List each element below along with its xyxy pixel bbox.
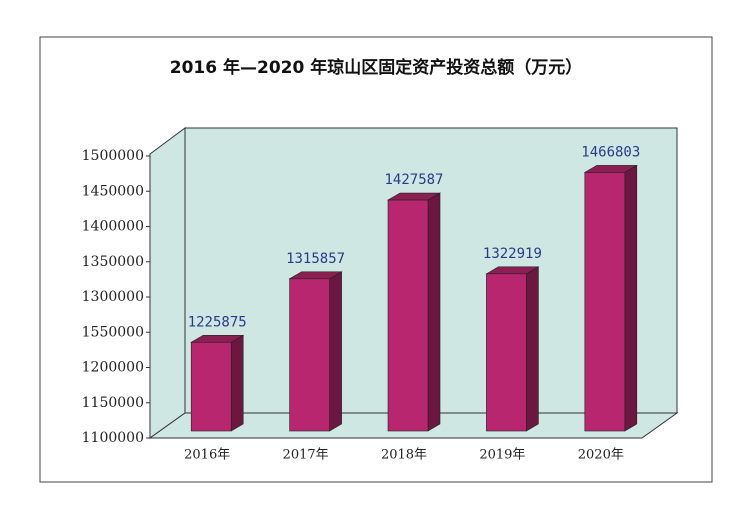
y-tick-label: 1350000 <box>82 254 144 270</box>
y-tick-label: 1550000 <box>82 324 144 340</box>
bar <box>190 334 245 432</box>
chart-title: 2016 年—2020 年琼山区固定资产投资总额（万元） <box>170 57 582 78</box>
value-label: 1225875 <box>188 314 247 330</box>
value-label: 1466803 <box>581 144 640 160</box>
x-tick-label: 2018年 <box>381 448 427 463</box>
bar <box>288 271 343 432</box>
x-tick-label: 2016年 <box>184 448 230 463</box>
bar-side <box>329 271 342 432</box>
x-tick-label: 2020年 <box>578 448 624 463</box>
value-label: 1315857 <box>286 251 345 267</box>
bar-front <box>387 199 429 432</box>
bar-front <box>190 341 232 432</box>
bar-side <box>427 192 441 432</box>
bar-front <box>584 172 626 432</box>
bar <box>583 164 638 432</box>
y-tick-label: 1100000 <box>82 430 144 446</box>
y-tick-label: 1500000 <box>82 148 144 164</box>
value-label: 1427587 <box>384 172 443 188</box>
y-tick-label: 1150000 <box>82 395 144 411</box>
bar-side <box>230 334 244 432</box>
bar <box>485 266 540 432</box>
bar-side <box>526 266 539 432</box>
x-tick-label: 2019年 <box>479 448 525 463</box>
side-wall <box>149 127 186 439</box>
bar-front <box>289 278 330 432</box>
bar <box>386 192 442 432</box>
bar-side <box>624 164 638 432</box>
bar-front <box>486 273 527 432</box>
value-label: 1322919 <box>483 246 542 262</box>
y-tick-label: 1400000 <box>82 219 144 235</box>
y-tick-label: 1200000 <box>82 360 144 376</box>
y-tick-label: 1450000 <box>82 183 144 199</box>
x-tick-label: 2017年 <box>283 448 329 463</box>
y-tick-label: 1300000 <box>82 289 144 305</box>
